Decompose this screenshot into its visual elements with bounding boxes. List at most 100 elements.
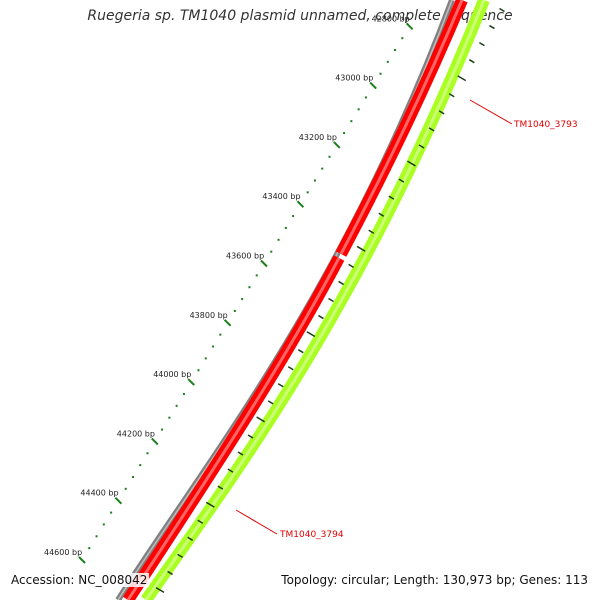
outer-dash-tick xyxy=(167,570,173,576)
tick-label: 42800 bp xyxy=(372,14,410,23)
outer-dash-tick xyxy=(177,553,184,559)
major-tick xyxy=(260,259,268,268)
tick-label: 43400 bp xyxy=(262,192,300,201)
outer-dash-tick xyxy=(478,41,485,47)
outer-dash-tick xyxy=(407,160,416,167)
outer-dash-tick xyxy=(256,416,265,423)
tick-label: 44600 bp xyxy=(44,548,82,557)
minor-tick xyxy=(270,250,273,253)
minor-tick xyxy=(255,274,258,277)
outer-dash-tick xyxy=(489,24,495,30)
outer-dash-tick xyxy=(277,383,284,388)
minor-ticks xyxy=(88,37,404,550)
backbone-highlight xyxy=(117,0,453,600)
minor-tick xyxy=(394,49,397,52)
outer-dash-tick xyxy=(388,195,395,200)
minor-tick xyxy=(124,487,127,490)
callout-line-TM1040_3794 xyxy=(235,509,278,535)
sequence-backbone xyxy=(115,0,455,600)
map-title: Ruegeria sp. TM1040 plasmid unnamed, com… xyxy=(87,8,513,24)
outer-dash-tick xyxy=(237,451,244,456)
outer-dash-tick xyxy=(468,59,475,64)
major-ticks xyxy=(78,22,414,564)
outer-dash-tick xyxy=(328,297,334,303)
minor-tick xyxy=(401,37,404,40)
outer-dash-tick xyxy=(287,366,294,371)
outer-dash-tick xyxy=(247,434,254,439)
outer-dash-tick xyxy=(348,263,355,269)
major-tick xyxy=(187,378,195,386)
minor-tick xyxy=(313,179,316,182)
minor-tick xyxy=(379,72,382,75)
tick-label: 43000 bp xyxy=(335,74,373,83)
minor-tick xyxy=(284,226,287,229)
major-tick xyxy=(78,556,86,564)
minor-tick xyxy=(197,369,200,372)
outer-dash-tick xyxy=(197,519,204,524)
gene-label-TM1040_3793[interactable]: TM1040_3793 xyxy=(513,120,578,130)
outer-dash-tick xyxy=(428,127,435,132)
outer-dash-tick xyxy=(438,110,445,115)
gene-highlight-TM1040_3793 xyxy=(339,0,464,255)
minor-tick xyxy=(212,345,215,348)
minor-tick xyxy=(146,452,149,455)
outer-dash-tick xyxy=(227,468,234,473)
minor-tick xyxy=(364,96,367,99)
major-tick xyxy=(223,319,232,327)
minor-tick xyxy=(386,60,389,63)
outer-dash-tick xyxy=(448,93,455,98)
outer-dash-tick xyxy=(318,314,324,320)
outer-dash-tick xyxy=(378,212,385,217)
major-tick xyxy=(296,200,305,208)
minor-tick xyxy=(204,357,207,360)
minor-tick xyxy=(139,464,142,467)
minor-tick xyxy=(95,535,98,538)
outer-dash-tick xyxy=(368,229,375,234)
major-tick xyxy=(405,22,414,31)
major-tick xyxy=(114,496,123,505)
outer-dash-tick xyxy=(155,586,165,594)
minor-tick xyxy=(175,404,178,407)
minor-tick xyxy=(343,132,346,135)
minor-tick xyxy=(292,215,295,218)
minor-tick xyxy=(131,475,134,478)
minor-tick xyxy=(321,167,324,170)
outer-dash-tick xyxy=(217,485,224,490)
tick-label: 43800 bp xyxy=(190,311,228,320)
outer-dash-tick xyxy=(187,536,194,541)
minor-tick xyxy=(182,392,185,395)
minor-tick xyxy=(350,120,353,123)
minor-tick xyxy=(241,298,244,301)
minor-tick xyxy=(168,416,171,419)
minor-tick xyxy=(306,191,309,194)
tick-labels: 44600 bp 44400 bp 44200 bp 44000 bp 43800 bp… xyxy=(44,14,410,557)
outer-dash-tick xyxy=(356,245,366,252)
minor-tick xyxy=(88,547,91,550)
outer-dash-ticks xyxy=(155,7,505,594)
tick-label: 43200 bp xyxy=(299,133,337,142)
minor-tick xyxy=(328,155,331,158)
outer-dash-tick xyxy=(338,280,344,286)
outer-dash-tick xyxy=(205,501,215,508)
major-tick xyxy=(333,141,341,149)
outer-dash-tick xyxy=(457,75,467,82)
gene-label-TM1040_3794[interactable]: TM1040_3794 xyxy=(279,530,344,540)
minor-tick xyxy=(233,309,236,312)
minor-tick xyxy=(277,238,280,241)
gene-feature-TM1040_3794[interactable] xyxy=(122,255,345,600)
minor-tick xyxy=(161,428,164,431)
callout-line-TM1040_3793 xyxy=(469,99,513,125)
outer-dash-tick xyxy=(499,7,505,13)
minor-tick xyxy=(110,511,113,514)
outer-dash-tick xyxy=(297,349,304,354)
minor-tick xyxy=(248,286,251,289)
tick-label: 44200 bp xyxy=(117,429,155,438)
major-tick xyxy=(151,437,159,446)
minor-tick xyxy=(102,523,105,526)
outer-dash-tick xyxy=(306,331,316,338)
outer-dash-tick xyxy=(398,178,405,183)
tick-label: 43600 bp xyxy=(226,252,264,261)
minor-tick xyxy=(219,333,222,336)
